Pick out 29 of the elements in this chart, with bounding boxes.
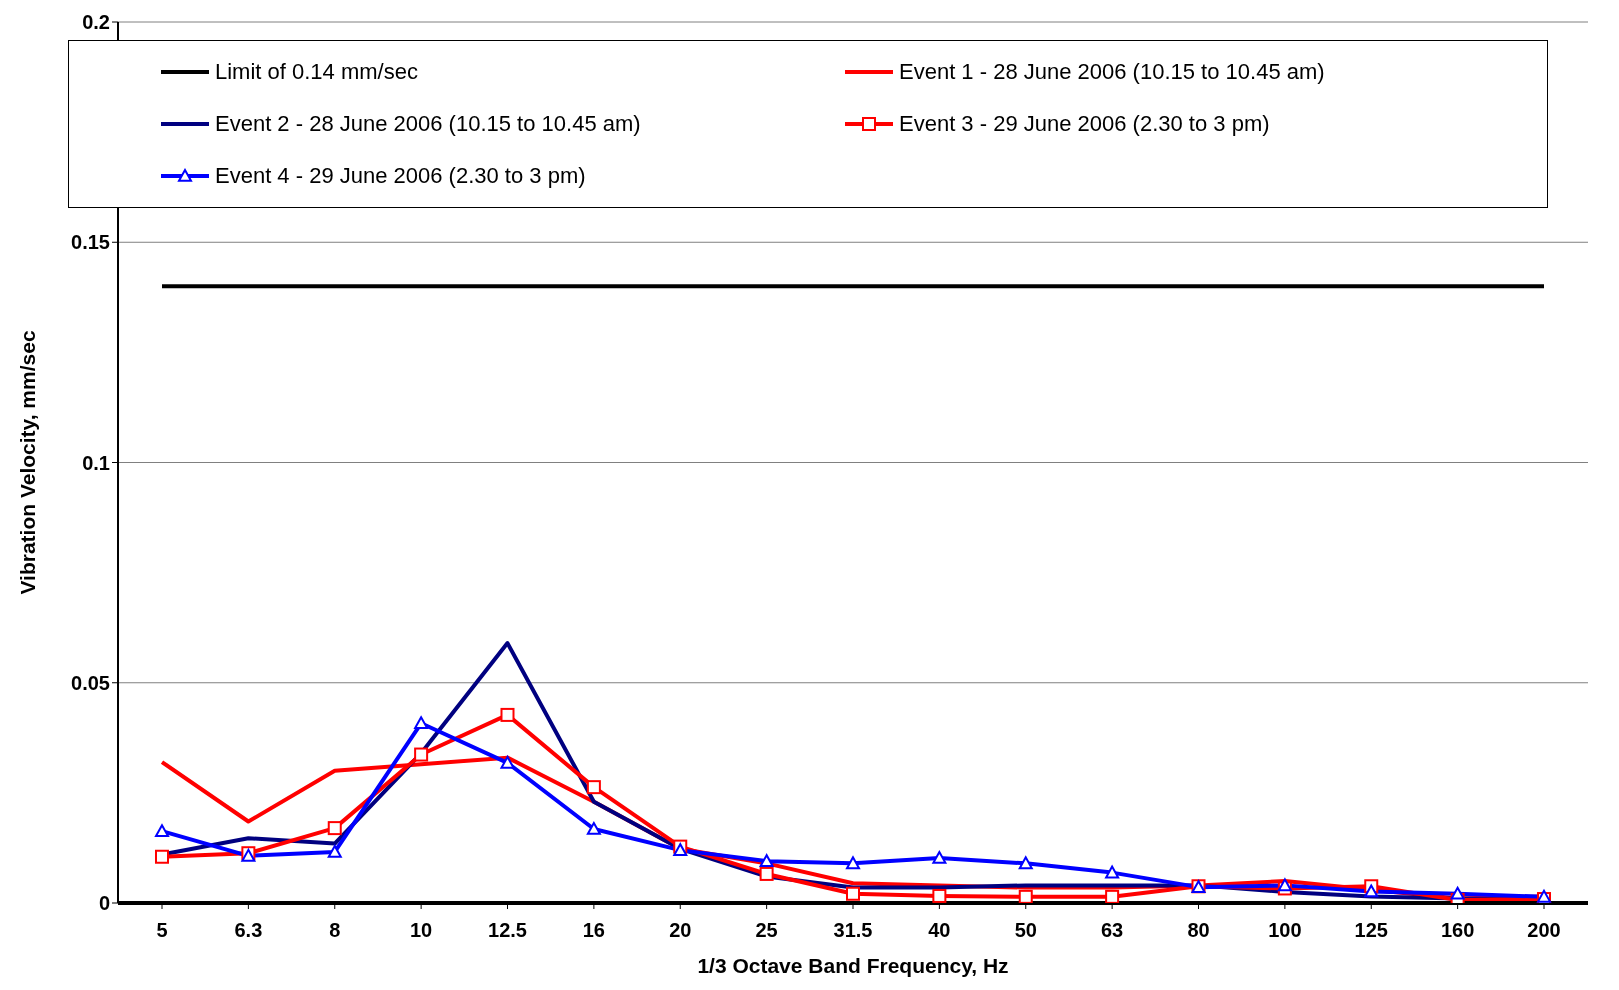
legend-label: Event 4 - 29 June 2006 (2.30 to 3 pm)	[215, 163, 586, 189]
x-axis-title: 1/3 Octave Band Frequency, Hz	[697, 954, 1009, 977]
x-tick-label: 25	[755, 919, 778, 942]
x-tick-label: 10	[410, 919, 433, 942]
x-tick-label: 5	[156, 919, 168, 942]
x-tick-label: 63	[1101, 919, 1124, 942]
x-tick-label: 6.3	[234, 919, 263, 942]
y-tick-label: 0.2	[82, 11, 110, 34]
legend-label: Event 2 - 28 June 2006 (10.15 to 10.45 am)	[215, 111, 641, 137]
x-tick-label: 100	[1268, 919, 1302, 942]
legend-label: Event 1 - 28 June 2006 (10.15 to 10.45 am)	[899, 59, 1325, 85]
y-axis-title: Vibration Velocity, mm/sec	[16, 330, 40, 595]
legend-label: Limit of 0.14 mm/sec	[215, 59, 418, 85]
x-tick-label: 12.5	[488, 919, 527, 942]
x-tick-label: 8	[329, 919, 341, 942]
y-tick-label: 0.1	[82, 451, 110, 474]
x-tick-label: 80	[1187, 919, 1210, 942]
x-tick-label: 20	[669, 919, 692, 942]
x-tick-label: 160	[1440, 919, 1475, 942]
x-tick-label: 200	[1527, 919, 1561, 942]
x-tick-label: 31.5	[833, 919, 873, 942]
y-tick-label: 0.05	[71, 671, 110, 694]
x-tick-label: 125	[1354, 919, 1388, 942]
y-tick-label: 0	[98, 892, 110, 915]
x-tick-label: 16	[582, 919, 605, 942]
x-tick-label: 40	[928, 919, 951, 942]
y-tick-label: 0.15	[71, 231, 110, 254]
x-tick-label: 50	[1014, 919, 1037, 942]
legend-label: Event 3 - 29 June 2006 (2.30 to 3 pm)	[899, 111, 1270, 137]
